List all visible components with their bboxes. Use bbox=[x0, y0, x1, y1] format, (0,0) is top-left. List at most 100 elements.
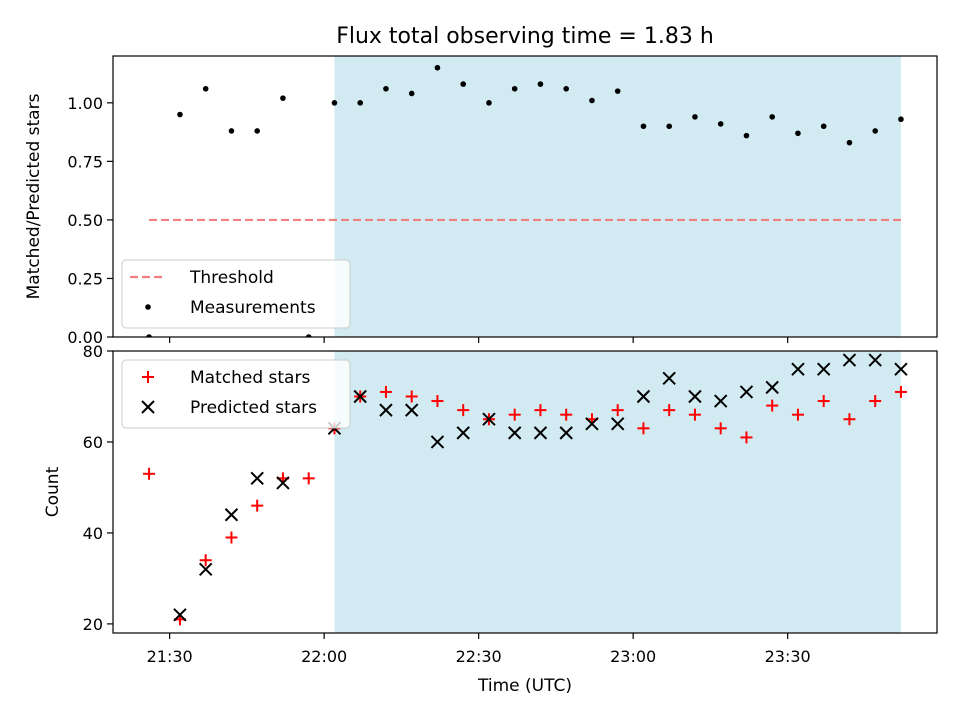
measurement-point bbox=[769, 114, 775, 120]
predicted-point bbox=[507, 426, 522, 440]
axes-frame bbox=[112, 55, 938, 338]
matched-point bbox=[663, 404, 676, 417]
predicted-point-b bbox=[276, 476, 290, 490]
matched-point bbox=[431, 395, 444, 408]
measurement-point bbox=[717, 121, 724, 127]
matched-point bbox=[637, 422, 650, 435]
matched-point bbox=[560, 408, 573, 421]
predicted-point-b bbox=[379, 403, 393, 417]
chart-title: Flux total observing time = 1.83 h bbox=[336, 24, 714, 49]
measurement-point bbox=[511, 85, 518, 92]
predicted-point bbox=[585, 417, 599, 431]
measurement-point bbox=[614, 88, 621, 94]
predicted-point bbox=[353, 389, 367, 404]
x-tick-label: 22:00 bbox=[301, 647, 347, 666]
measurement-point bbox=[254, 128, 260, 134]
measurement-point bbox=[305, 334, 312, 337]
observing-span bbox=[334, 351, 901, 633]
matched-point bbox=[766, 399, 779, 412]
measurement-point bbox=[820, 123, 827, 130]
legend-matched-swatch bbox=[142, 371, 154, 383]
predicted-point-b bbox=[610, 417, 625, 431]
measurement-point bbox=[228, 128, 235, 134]
predicted-point-b bbox=[559, 426, 573, 440]
predicted-point bbox=[842, 353, 857, 367]
legend: Threshold Measurements bbox=[121, 259, 351, 329]
matched-point bbox=[405, 390, 418, 403]
predicted-point bbox=[224, 508, 239, 522]
predicted-point bbox=[816, 362, 831, 376]
legend-label: Measurements bbox=[190, 298, 316, 318]
matched-point bbox=[869, 395, 882, 408]
y-axis-label: Count bbox=[43, 466, 63, 517]
measurement-point bbox=[146, 334, 152, 337]
predicted-point-b bbox=[507, 426, 522, 440]
y-tick-label: 40 bbox=[83, 524, 103, 543]
x-tick-label: 23:30 bbox=[765, 647, 811, 666]
legend-box bbox=[121, 259, 351, 329]
predicted-point bbox=[713, 394, 728, 408]
measurement-point bbox=[898, 116, 904, 123]
predicted-point-b bbox=[816, 362, 831, 376]
predicted-point bbox=[250, 471, 264, 486]
predicted-point-b bbox=[430, 435, 445, 449]
predicted-point-b bbox=[636, 389, 651, 404]
measurement-point bbox=[563, 85, 569, 92]
y-axis-label: Matched/Predicted stars bbox=[24, 93, 44, 299]
predicted-point-b bbox=[894, 362, 908, 376]
predicted-point bbox=[739, 385, 754, 399]
matched-point bbox=[379, 385, 392, 398]
x-tick-label: 21:30 bbox=[147, 647, 193, 666]
predicted-point bbox=[610, 417, 625, 431]
measurement-point bbox=[434, 64, 441, 71]
measurement-point bbox=[408, 90, 415, 97]
legend-label: Matched stars bbox=[190, 368, 310, 388]
measurement-point bbox=[743, 132, 750, 139]
predicted-point bbox=[636, 389, 651, 404]
measurement-point bbox=[460, 81, 467, 87]
measurement-point bbox=[537, 81, 544, 87]
matched-point bbox=[714, 422, 727, 435]
predicted-point-b bbox=[713, 394, 728, 408]
count-panel: 20 40 60 80 21:30 22:00 22:30 23:00 23:30 Count Ti… bbox=[43, 342, 938, 696]
matched-point bbox=[611, 404, 624, 417]
measurement-point bbox=[795, 130, 801, 137]
matched-point bbox=[508, 408, 521, 421]
matched-point bbox=[199, 554, 212, 567]
predicted-point-b bbox=[791, 362, 805, 376]
measurement-point bbox=[486, 100, 492, 106]
legend: Matched stars Predicted stars bbox=[121, 359, 351, 429]
legend-predicted-b bbox=[141, 400, 155, 414]
y-tick-label: 0.75 bbox=[67, 152, 103, 171]
predicted-point bbox=[430, 435, 445, 449]
measurement-point bbox=[177, 111, 183, 118]
y-tick-label: 80 bbox=[83, 342, 103, 361]
predicted-point bbox=[533, 426, 548, 440]
predicted-point bbox=[276, 476, 290, 490]
y-tick-label: 0.50 bbox=[67, 211, 103, 230]
predicted-point bbox=[198, 562, 213, 577]
predicted-point bbox=[482, 412, 496, 426]
y-tick-label: 20 bbox=[83, 615, 103, 634]
matched-point bbox=[817, 395, 830, 408]
predicted-point-b bbox=[250, 471, 264, 486]
matched-point bbox=[534, 404, 547, 417]
predicted-point-b bbox=[533, 426, 548, 440]
predicted-point bbox=[404, 403, 419, 417]
matched-point bbox=[251, 499, 264, 512]
observing-span bbox=[334, 56, 901, 337]
ratio-panel: 0.00 0.25 0.50 0.75 1.00 Matched/Predicted st… bbox=[24, 55, 938, 347]
measurement-point bbox=[666, 123, 672, 130]
legend-box bbox=[121, 359, 351, 429]
predicted-point-b bbox=[482, 412, 496, 426]
legend-predicted-swatch bbox=[141, 400, 155, 414]
predicted-point bbox=[868, 353, 882, 367]
predicted-point-b bbox=[173, 608, 187, 622]
legend-label: Threshold bbox=[189, 268, 274, 288]
data-points bbox=[146, 64, 904, 337]
x-tick-label: 23:00 bbox=[610, 647, 656, 666]
predicted-point-b bbox=[224, 508, 239, 522]
matched-point bbox=[457, 404, 470, 417]
y-tick-label: 0.00 bbox=[67, 328, 103, 347]
